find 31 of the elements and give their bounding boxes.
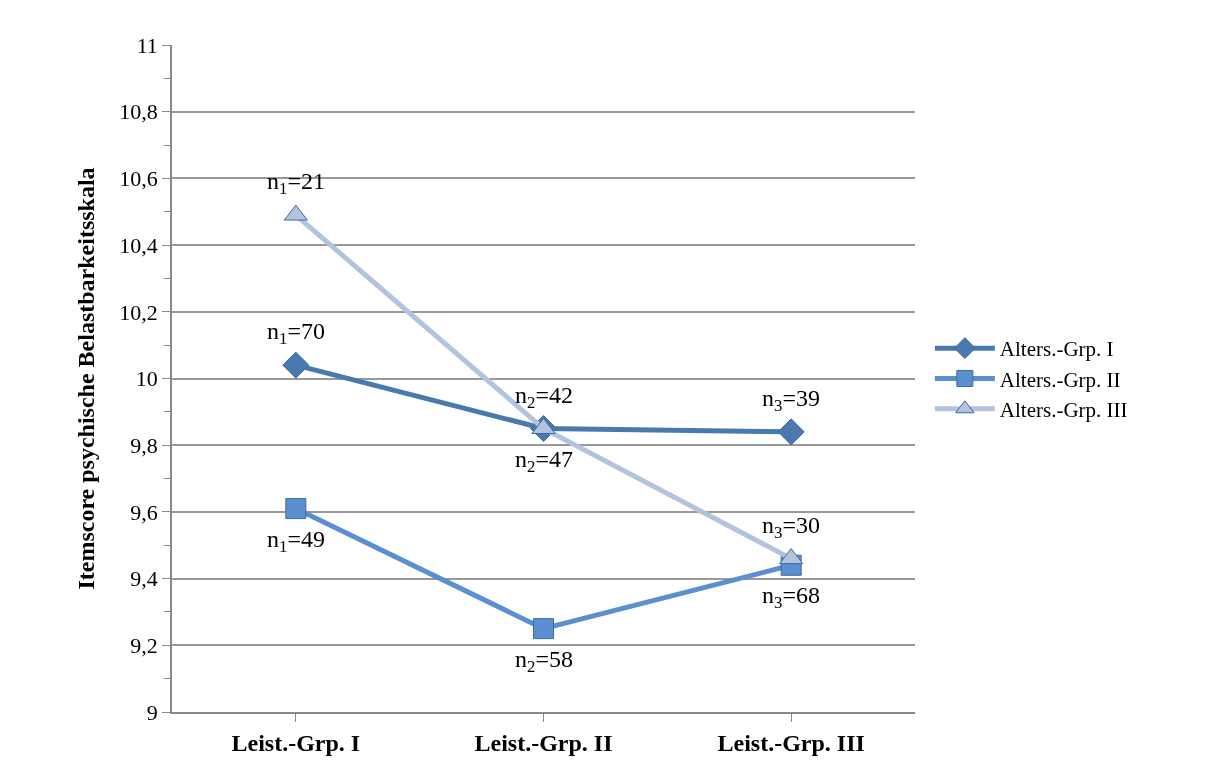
x-tick-label: Leist.-Grp. II	[474, 729, 613, 756]
point	[533, 618, 554, 640]
x-tick-label: Leist.-Grp. I	[231, 729, 361, 756]
annotation: n$_{3}$=30	[762, 512, 820, 543]
annotation: n$_{1}$=21	[267, 168, 325, 199]
y-tick-label: 11	[136, 32, 158, 58]
y-tick-label: 9,6	[130, 499, 158, 525]
legend-label: Alters.-Grp. I	[999, 337, 1114, 362]
annotation: n$_{2}$=58	[515, 646, 573, 677]
annotation: n$_{2}$=47	[515, 446, 573, 477]
y-tick-label: 9,2	[130, 633, 158, 658]
point	[282, 351, 310, 379]
y-tick-label: 9,8	[130, 432, 158, 458]
legend-label: Alters.-Grp. III	[999, 397, 1128, 422]
y-tick-label: 10,6	[119, 166, 158, 192]
y-tick-label: 9,4	[130, 566, 158, 592]
y-tick-label: 10,2	[119, 299, 158, 325]
annotation: n$_{1}$=70	[267, 318, 325, 349]
x-tick-label: Leist.-Grp. III	[717, 729, 865, 756]
annotation: n$_{1}$=49	[267, 526, 325, 557]
y-tick-label: 10,4	[119, 232, 158, 258]
y-tick-label: 10,8	[119, 99, 158, 125]
annotation: n$_{2}$=42	[515, 382, 573, 413]
point	[777, 418, 805, 446]
point	[285, 498, 307, 520]
y-tick-label: 10	[135, 366, 158, 392]
y-tick-label: 9	[146, 699, 158, 725]
annotation: n$_{3}$=68	[762, 582, 820, 613]
y-axis-title: Itemscore psychische Belastbarkeitsskala	[72, 167, 99, 590]
legend-label: Alters.-Grp. II	[999, 367, 1121, 392]
annotation: n$_{3}$=39	[762, 385, 820, 416]
